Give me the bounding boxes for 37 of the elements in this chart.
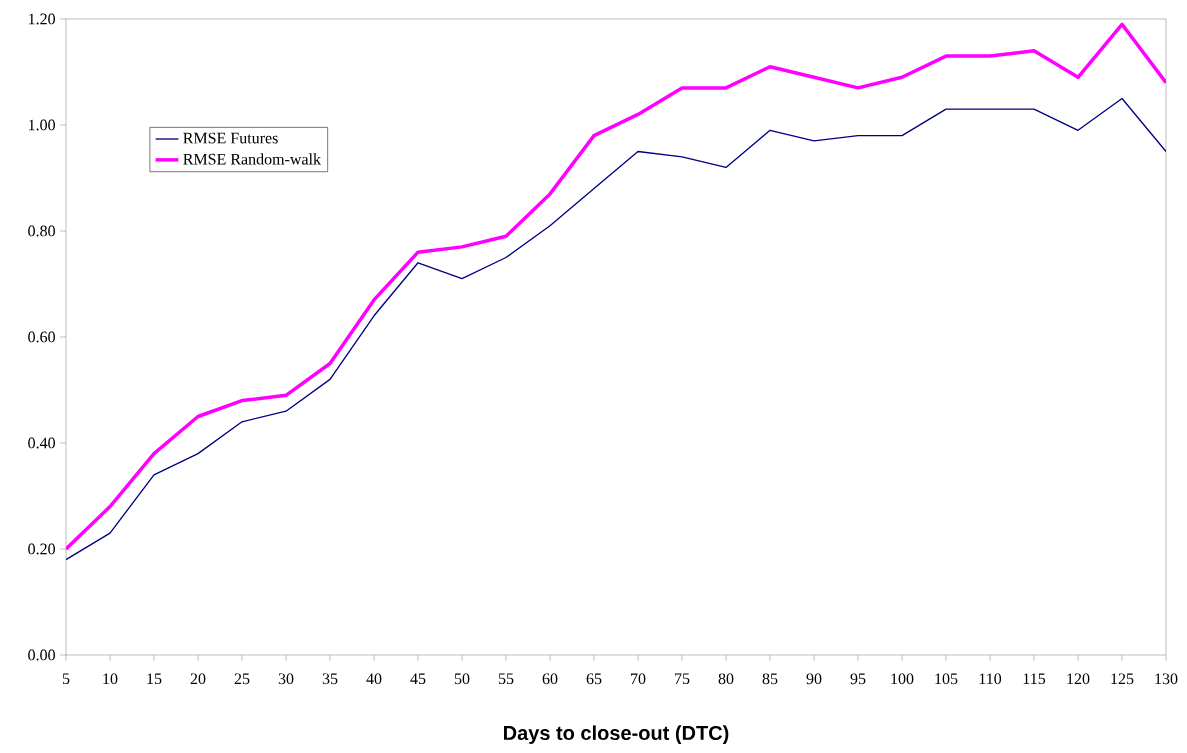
line-series <box>66 22 1167 551</box>
y-tick-label: 1.00 <box>29 119 55 131</box>
x-tick-label: 70 <box>631 673 646 685</box>
x-tick-label: 125 <box>1111 673 1134 685</box>
x-tick-label: 80 <box>718 673 734 685</box>
x-tick-label: 35 <box>322 673 338 685</box>
x-tick-label: 100 <box>891 673 914 685</box>
x-tick-label: 20 <box>190 673 206 685</box>
legend-label: RMSE Futures <box>183 132 278 144</box>
x-tick-label: 120 <box>1067 673 1090 685</box>
x-tick-label: 105 <box>935 673 958 685</box>
x-tick-label: 65 <box>586 673 602 685</box>
x-axis-title: Days to close-out (DTC) <box>504 725 729 744</box>
y-tick-label: 0.20 <box>28 543 55 555</box>
x-tick-label: 50 <box>454 673 470 685</box>
y-tick-label: 0.80 <box>28 225 55 237</box>
x-tick-label: 110 <box>979 673 1002 685</box>
x-tick-label: 95 <box>850 673 866 685</box>
y-tick-label: 1.20 <box>29 13 55 25</box>
x-tick-label: 55 <box>498 673 514 685</box>
x-tick-label: 10 <box>103 673 118 685</box>
x-tick-label: 40 <box>366 673 382 685</box>
x-tick-label: 130 <box>1155 673 1178 685</box>
x-tick-label: 85 <box>762 673 778 685</box>
x-tick-label: 5 <box>62 673 70 685</box>
x-tick-label: 75 <box>675 673 690 685</box>
x-tick-label: 90 <box>806 673 822 685</box>
y-tick-label: 0.00 <box>28 649 55 661</box>
x-tick-label: 115 <box>1023 673 1046 685</box>
x-tick-label: 30 <box>278 673 294 685</box>
y-tick-label: 0.40 <box>28 437 55 449</box>
x-tick-label: 25 <box>234 673 250 685</box>
x-tick-label: 60 <box>542 673 558 685</box>
y-tick-label: 0.60 <box>28 331 55 343</box>
legend-label: RMSE Random-walk <box>183 153 321 165</box>
x-tick-label: 15 <box>147 673 162 685</box>
x-tick-label: 45 <box>410 673 426 685</box>
